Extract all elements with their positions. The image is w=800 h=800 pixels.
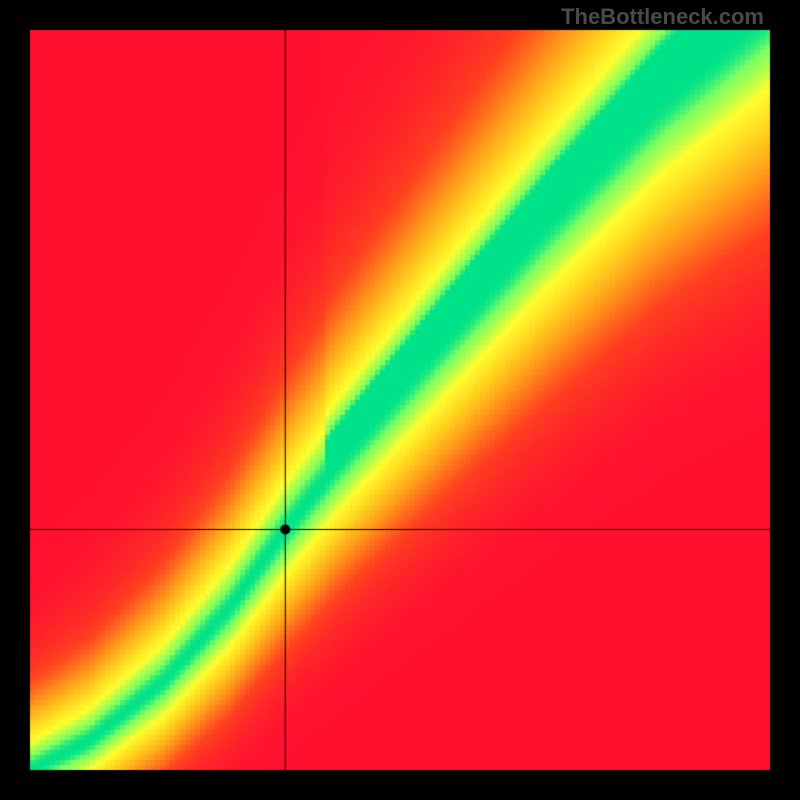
chart-container: TheBottleneck.com (0, 0, 800, 800)
heatmap-canvas (0, 0, 800, 800)
watermark-label: TheBottleneck.com (561, 4, 764, 30)
